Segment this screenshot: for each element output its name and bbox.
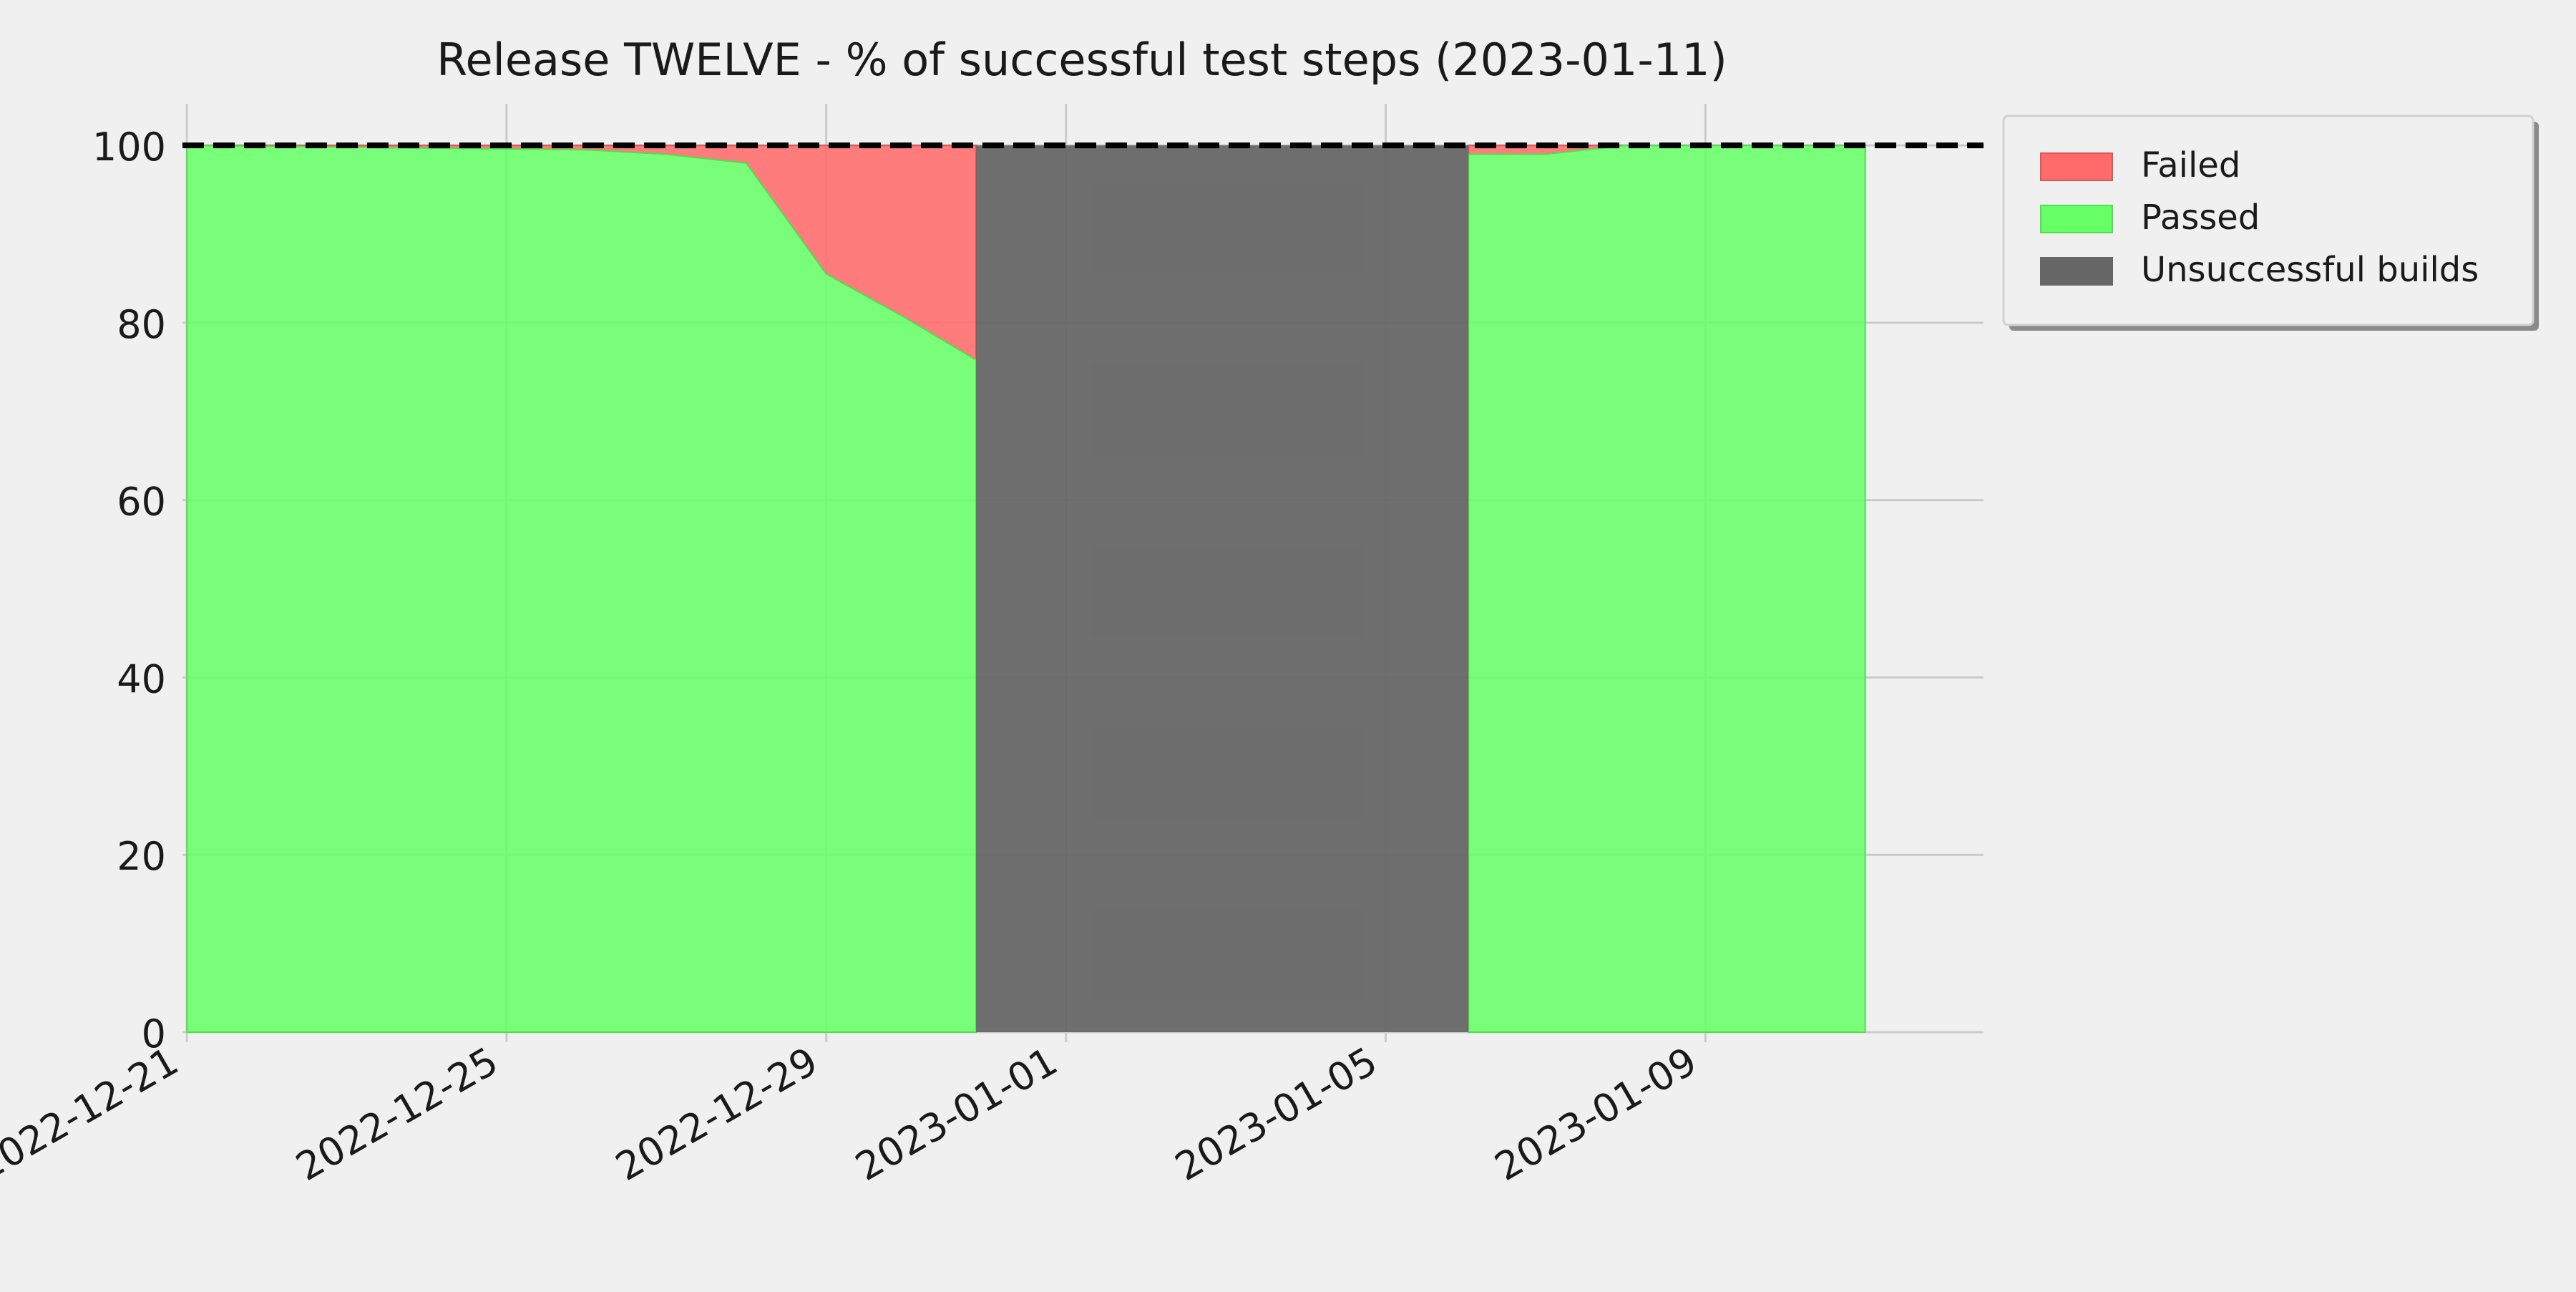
plot-areas [186,145,1866,1033]
x-tick-label: 2022-12-25 [288,1039,505,1190]
chart-title: Release TWELVE - % of successful test st… [436,34,1727,86]
legend-box [2002,115,2534,326]
y-tick-label: 20 [117,834,166,879]
passed-area-segment [186,145,977,1033]
x-tick-label: 2022-12-21 [0,1039,186,1190]
legend-label: Failed [2141,145,2240,185]
y-tick-label: 0 [142,1011,166,1057]
legend-label: Unsuccessful builds [2141,250,2479,290]
legend-label: Passed [2141,198,2260,238]
unsuccessful-builds-band [976,145,1469,1032]
y-tick-label: 80 [117,302,166,347]
y-tick-label: 40 [117,656,166,701]
legend-swatch [2040,257,2113,286]
x-tick-label: 2023-01-09 [1488,1039,1704,1190]
legend-swatch [2040,152,2113,181]
x-tick-label: 2023-01-01 [848,1039,1065,1190]
x-axis: 2022-12-21 2022-12-25 2022-12-29 2023-01-01… [0,1039,1704,1190]
passed-area-segment [1468,145,1866,1033]
y-axis: 0 20 40 60 80 100 [92,125,166,1057]
legend: Failed Passed Unsuccessful builds [2002,115,2539,331]
x-tick-label: 2023-01-05 [1168,1039,1385,1190]
y-tick-label: 60 [117,480,166,525]
legend-swatch [2040,205,2113,233]
y-tick-label: 100 [92,125,166,170]
x-tick-label: 2022-12-29 [608,1039,825,1190]
